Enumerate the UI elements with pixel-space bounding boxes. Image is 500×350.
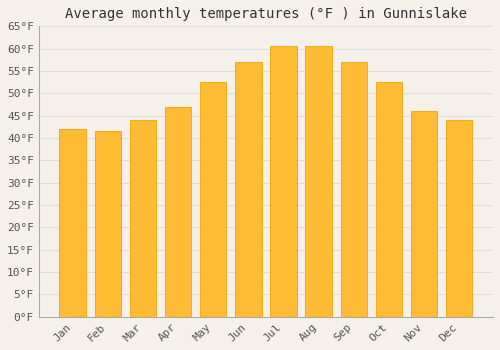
Bar	[94, 131, 121, 317]
Bar	[270, 47, 296, 317]
Bar	[446, 120, 472, 317]
Bar	[235, 62, 262, 317]
Bar	[376, 82, 402, 317]
Bar	[411, 111, 438, 317]
Bar	[306, 47, 332, 317]
Bar	[340, 62, 367, 317]
Bar	[60, 129, 86, 317]
Bar	[200, 82, 226, 317]
Bar	[165, 107, 191, 317]
Bar	[130, 120, 156, 317]
Title: Average monthly temperatures (°F ) in Gunnislake: Average monthly temperatures (°F ) in Gu…	[65, 7, 467, 21]
